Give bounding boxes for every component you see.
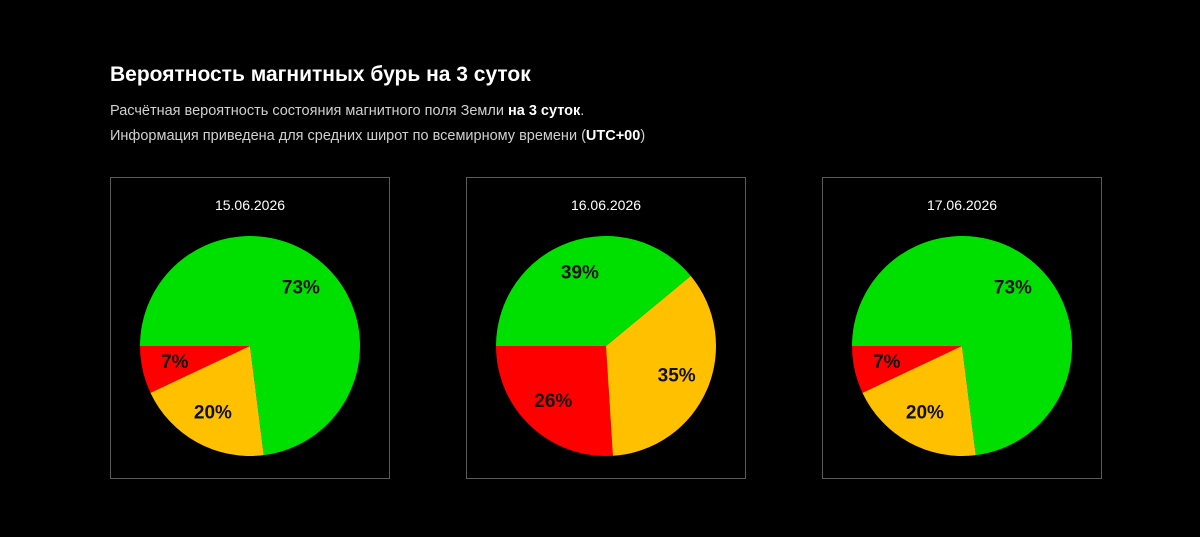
slice-label: 39% bbox=[561, 263, 599, 284]
chart-title: 17.06.2026 bbox=[927, 197, 997, 213]
page-title: Вероятность магнитных бурь на 3 суток bbox=[110, 63, 531, 86]
slice-label: 20% bbox=[906, 402, 944, 423]
pie-slice bbox=[140, 236, 360, 456]
pie-slice bbox=[150, 346, 264, 456]
slice-label: 73% bbox=[994, 277, 1032, 298]
slice-label: 26% bbox=[534, 391, 572, 412]
slice-label: 35% bbox=[658, 366, 696, 387]
text-bold: на 3 суток bbox=[507, 103, 581, 119]
text: Информация приведена для средних широт п… bbox=[110, 128, 586, 144]
slice-label: 20% bbox=[194, 402, 232, 423]
pie-slice bbox=[496, 236, 691, 346]
text: . bbox=[580, 103, 585, 119]
slice-label: 7% bbox=[873, 352, 901, 373]
slice-label: 73% bbox=[282, 277, 320, 298]
description-line: Расчётная вероятность состояния магнитно… bbox=[110, 103, 584, 119]
pie-slice bbox=[852, 346, 962, 393]
pie-slice bbox=[862, 346, 976, 456]
pie-slice bbox=[496, 346, 613, 456]
chart-title: 15.06.2026 bbox=[215, 197, 285, 213]
chart-panel: 15.06.2026 7% 20% 73% bbox=[110, 177, 390, 479]
chart-panel: 17.06.2026 7% 20% 73% bbox=[822, 177, 1102, 479]
chart: 15.06.2026 7% 20% 73% bbox=[140, 197, 360, 456]
pie-slice bbox=[852, 236, 1072, 456]
pie-slice bbox=[606, 275, 716, 456]
chart: 16.06.2026 26% 35% 39% bbox=[496, 197, 716, 456]
description-line: Информация приведена для средних широт п… bbox=[110, 128, 645, 144]
pie-slice bbox=[140, 346, 250, 393]
chart-panel: 16.06.2026 26% 35% 39% bbox=[466, 177, 746, 479]
text: Расчётная вероятность состояния магнитно… bbox=[110, 103, 508, 119]
chart: 17.06.2026 7% 20% 73% bbox=[852, 197, 1072, 456]
text: ) bbox=[640, 128, 646, 144]
chart-title: 16.06.2026 bbox=[571, 197, 641, 213]
slice-label: 7% bbox=[161, 352, 189, 373]
text-bold: UTC+00 bbox=[585, 128, 641, 144]
